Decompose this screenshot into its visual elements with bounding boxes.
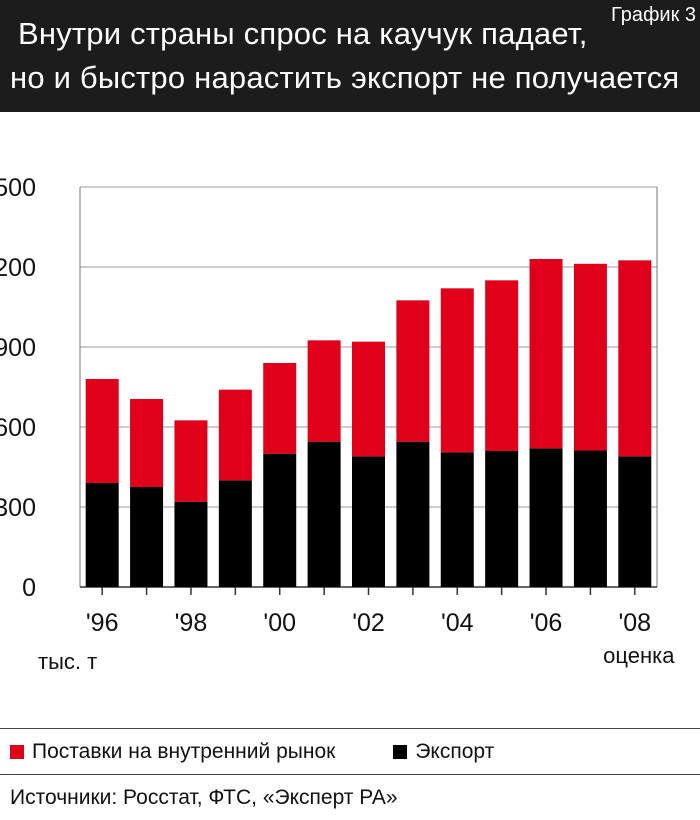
bar-export: [352, 456, 385, 587]
x-tick-label: '04: [441, 609, 474, 637]
bar-domestic: [618, 260, 652, 457]
chart-title-line-1: Внутри страны спрос на каучук падает,: [18, 16, 588, 51]
bar-domestic: [218, 389, 252, 481]
x-tick-label: '08: [619, 609, 652, 637]
bar-domestic: [573, 263, 607, 451]
source-note: Источники: Росстат, ФТС, «Эксперт РА»: [10, 786, 398, 809]
chart-header: Внутри страны спрос на каучук падает, но…: [0, 0, 700, 112]
y-tick-label: 1200: [0, 254, 36, 282]
bar-domestic: [85, 379, 119, 483]
bar-export: [573, 450, 607, 587]
legend-item-domestic: Поставки на внутренний рынок: [10, 740, 335, 764]
x-tick-label: '98: [175, 609, 208, 637]
legend-swatch-domestic: [10, 745, 24, 759]
y-unit-label: тыс. т: [38, 649, 97, 674]
legend-label-domestic: Поставки на внутренний рынок: [32, 740, 336, 763]
source-divider: [0, 774, 700, 775]
bar-domestic: [529, 259, 563, 449]
bar-export: [263, 453, 297, 587]
bar-domestic: [440, 288, 474, 453]
x-tick-label: '00: [263, 609, 296, 637]
legend-swatch-export: [393, 745, 408, 759]
stacked-bar-chart: 0 300 600 900 1200 1500 '96 '98 '00 '02 '04 '06 '08 т…: [0, 174, 675, 674]
bar-export: [485, 451, 519, 587]
legend-label-export: Экспорт: [415, 740, 495, 763]
y-tick-label: 1500: [0, 174, 36, 202]
bar-export: [618, 456, 652, 587]
x-tick-label: '02: [352, 609, 385, 637]
bar-export: [529, 448, 563, 587]
bar-export: [85, 483, 119, 587]
x-tick-label: '96: [86, 609, 119, 637]
y-tick-label: 600: [0, 414, 36, 442]
bar-domestic: [130, 399, 164, 487]
bar-domestic: [174, 420, 208, 502]
chart-number-label: График 3: [610, 4, 696, 26]
bar-export: [440, 452, 474, 587]
bar-domestic: [396, 300, 430, 442]
y-tick-label: 900: [0, 334, 36, 362]
bar-export: [174, 501, 208, 587]
x-tick-label: '06: [530, 609, 563, 637]
bar-export: [218, 480, 252, 587]
y-tick-label: 0: [22, 574, 36, 602]
bar-export: [307, 441, 341, 587]
estimate-note: оценка: [603, 643, 675, 668]
bar-domestic: [352, 341, 385, 457]
bar-export: [130, 487, 164, 587]
bar-domestic: [263, 363, 297, 454]
bar-domestic: [485, 280, 519, 451]
legend: Поставки на внутренний рынок Экспорт: [10, 740, 552, 764]
bar-domestic: [307, 340, 341, 442]
chart-title-line-2: но и быстро нарастить экспорт не получае…: [10, 60, 680, 95]
bar-export: [396, 441, 430, 587]
legend-item-export: Экспорт: [393, 740, 494, 764]
legend-divider: [0, 728, 700, 729]
y-tick-label: 300: [0, 494, 36, 522]
